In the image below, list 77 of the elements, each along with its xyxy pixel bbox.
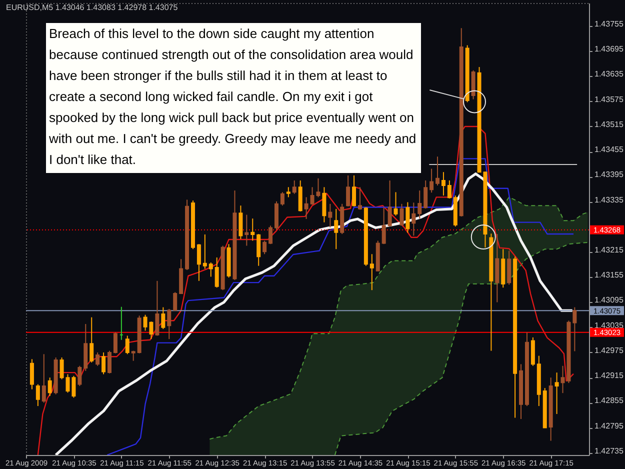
candlestick [250, 218, 255, 242]
candlestick [322, 186, 326, 223]
line-series [334, 242, 588, 455]
candlestick [202, 234, 207, 270]
candlestick [244, 214, 249, 246]
candlestick [358, 186, 362, 210]
y-tick-label: 1.43755 [594, 20, 624, 29]
candlestick [436, 156, 440, 186]
y-tick-label: 1.43335 [594, 195, 624, 204]
candlestick [412, 202, 416, 236]
candlestick [30, 358, 34, 390]
candlestick [286, 186, 290, 198]
y-tick-label: 1.42915 [594, 371, 624, 380]
candlestick [262, 240, 267, 255]
candlestick [161, 306, 166, 330]
candlestick [72, 375, 76, 398]
y-tick-label: 1.43635 [594, 70, 624, 79]
candlestick [238, 205, 243, 240]
candlestick [90, 316, 94, 364]
candlestick [96, 352, 100, 366]
candlestick [554, 372, 559, 414]
candlestick [441, 172, 446, 196]
candlestick [418, 190, 422, 220]
candlestick [125, 335, 130, 355]
candlestick [256, 234, 261, 266]
candlestick [78, 365, 82, 386]
y-tick-label: 1.43215 [594, 246, 624, 255]
candlestick [406, 202, 410, 234]
candlestick [48, 377, 52, 396]
candlestick [447, 180, 452, 199]
candlestick [298, 180, 302, 212]
y-tick-label: 1.42855 [594, 396, 624, 406]
candlestick [382, 206, 386, 245]
candlestick [274, 200, 278, 230]
y-tick-label: 1.43515 [594, 120, 624, 129]
line-series [37, 126, 574, 455]
candlestick [292, 180, 296, 194]
y-tick-label: 1.43155 [594, 270, 624, 280]
y-tick-label: 1.43035 [594, 320, 624, 330]
candlestick [388, 180, 392, 227]
candlestick [42, 354, 46, 404]
candlestick [495, 234, 500, 303]
candlestick [208, 262, 213, 278]
candlestick [370, 254, 374, 291]
candlestick [352, 174, 356, 207]
candlestick [107, 350, 112, 374]
candlestick [400, 203, 404, 226]
candlestick [196, 244, 201, 282]
candlestick [507, 250, 512, 286]
candlestick [173, 292, 178, 312]
candlestick [102, 352, 106, 375]
candlestick [334, 208, 338, 250]
candlestick [280, 192, 284, 206]
candlestick [304, 196, 308, 220]
candlestick [346, 174, 350, 207]
candlestick [155, 280, 160, 336]
candlestick [113, 332, 118, 354]
y-tick-label: 1.43395 [594, 170, 624, 180]
y-tick-label: 1.42795 [594, 421, 624, 430]
candlestick [471, 70, 476, 100]
candlestick [430, 168, 434, 194]
y-tick-label: 1.42735 [594, 446, 624, 456]
y-tick-label: 1.43095 [594, 296, 624, 305]
candlestick [328, 203, 332, 228]
y-tick-label: 1.43695 [594, 44, 624, 54]
candlestick [268, 225, 273, 245]
candlestick [167, 308, 172, 340]
candlestick [214, 256, 219, 288]
y-tick-label: 1.43455 [594, 145, 624, 154]
candlestick [572, 306, 577, 352]
y-tick-label: 1.42975 [594, 346, 624, 355]
chart-title: EURUSD,M5 1.43046 1.43083 1.42978 1.43075 [6, 3, 178, 13]
y-tick-label: 1.43575 [594, 94, 624, 104]
candlestick [424, 180, 428, 209]
candlestick [394, 192, 398, 216]
candlestick [530, 336, 535, 366]
candlestick [36, 384, 40, 407]
